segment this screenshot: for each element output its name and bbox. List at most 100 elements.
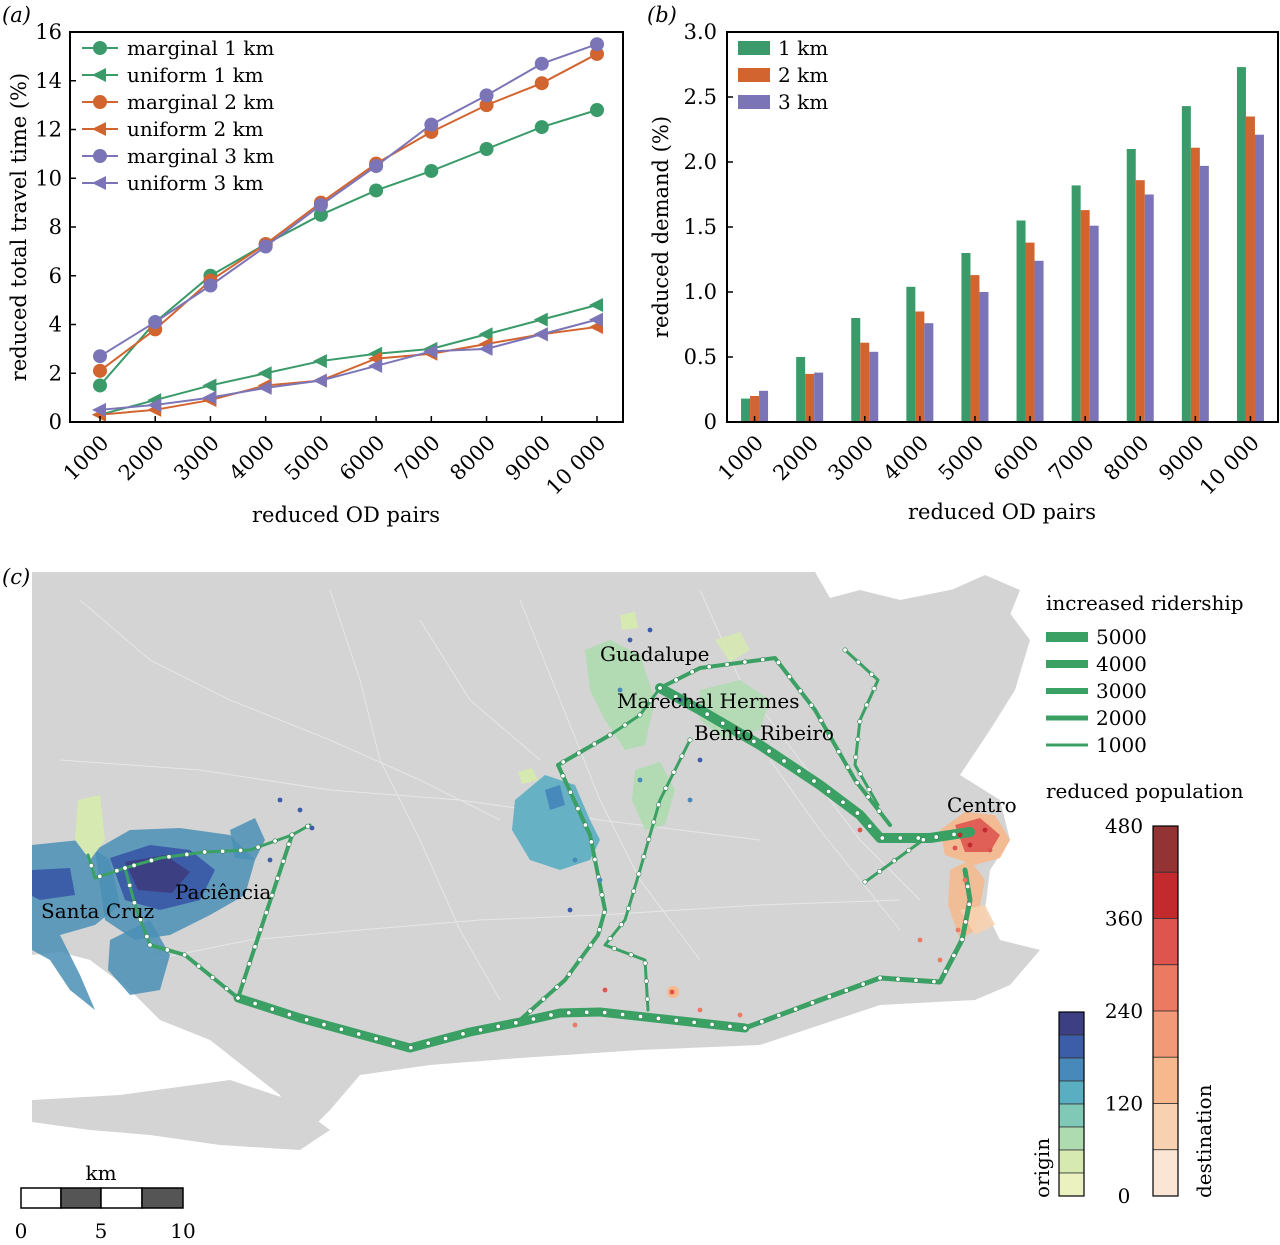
origin-area-central-core xyxy=(545,785,565,810)
panel-a-xlabel: reduced OD pairs xyxy=(252,503,440,527)
b-bar xyxy=(1254,134,1264,422)
station-dot xyxy=(246,961,252,967)
station-dot xyxy=(263,910,269,916)
label-paciencia: Paciência xyxy=(175,880,271,904)
population-dot xyxy=(567,907,573,913)
b-bar xyxy=(915,311,925,422)
station-dot xyxy=(648,698,654,704)
b-bar xyxy=(1245,116,1255,422)
station-dot xyxy=(596,927,602,933)
a-xtick-label: 1000 xyxy=(59,431,114,486)
origin-colorbar-segment xyxy=(1058,1126,1085,1151)
a-series-line xyxy=(99,109,598,387)
population-dot xyxy=(602,987,608,993)
a-data-point xyxy=(257,380,272,395)
station-dot xyxy=(390,1040,396,1046)
station-dot xyxy=(607,936,613,942)
station-dot xyxy=(184,851,190,857)
population-dot xyxy=(297,807,303,813)
ridership-legend-label: 5000 xyxy=(1096,625,1147,649)
b-legend-swatch xyxy=(738,95,770,109)
station-dot xyxy=(607,732,613,738)
b-bar xyxy=(759,390,769,422)
origin-area-guadalupe xyxy=(585,640,655,750)
station-dot xyxy=(687,737,693,743)
station-dot xyxy=(127,882,133,888)
b-bar xyxy=(805,373,815,422)
route-east-trunk xyxy=(742,867,973,1031)
population-dot xyxy=(737,1012,743,1018)
station-dot xyxy=(689,702,695,708)
station-dot xyxy=(269,1006,275,1012)
station-dot xyxy=(759,1019,765,1025)
a-xtick-label: 10 000 xyxy=(542,431,611,500)
a-data-point xyxy=(424,163,439,178)
station-dot xyxy=(811,778,817,784)
station-dot xyxy=(637,1013,643,1019)
station-dot xyxy=(840,799,846,805)
station-dot xyxy=(866,786,872,792)
station-dot xyxy=(727,1023,733,1029)
a-ytick-label: 16 xyxy=(35,20,62,44)
station-dot xyxy=(655,1015,661,1021)
a-ytick-label: 0 xyxy=(49,410,62,434)
station-dot xyxy=(776,1012,782,1018)
station-dot xyxy=(235,995,241,1001)
station-dot xyxy=(88,863,94,869)
station-dot xyxy=(895,976,901,982)
a-data-point xyxy=(258,239,273,254)
a-data-point xyxy=(589,312,603,327)
a-data-point xyxy=(147,397,162,412)
origin-area-santa-cruz-core xyxy=(32,868,75,900)
b-bar xyxy=(1089,225,1099,422)
station-dot xyxy=(373,1036,379,1042)
station-dot xyxy=(122,865,128,871)
origin-area-small xyxy=(518,768,538,784)
station-dot xyxy=(592,857,598,863)
b-bar xyxy=(906,286,916,422)
b-bar xyxy=(961,253,971,422)
station-dot xyxy=(897,835,903,841)
a-data-point xyxy=(478,341,493,356)
a-legend-marker xyxy=(93,149,107,163)
b-bar xyxy=(851,318,861,422)
b-xtick-label: 10 000 xyxy=(1195,431,1264,500)
station-dot xyxy=(576,750,582,756)
origin-area-south-central xyxy=(632,762,675,830)
station-dot xyxy=(877,975,883,981)
a-data-point xyxy=(93,378,107,393)
panel-a-frame xyxy=(69,31,624,423)
b-bar xyxy=(979,292,989,422)
b-bar xyxy=(924,323,934,422)
destination-colorbar-label: destination xyxy=(1192,1084,1216,1198)
population-dot xyxy=(617,687,623,693)
station-dot xyxy=(289,832,295,838)
panel-c-label: (c) xyxy=(2,565,30,589)
stations xyxy=(88,627,993,1051)
station-dot xyxy=(356,1031,362,1037)
a-ytick-label: 14 xyxy=(35,69,62,93)
station-dot xyxy=(582,822,588,828)
station-dot xyxy=(269,892,275,898)
station-dot xyxy=(280,858,286,864)
panel-a-ylabel: reduced total travel time (%) xyxy=(7,73,31,381)
a-data-point xyxy=(202,390,217,405)
station-dot xyxy=(527,1008,533,1014)
a-ytick-label: 10 xyxy=(35,166,62,190)
a-data-point xyxy=(590,103,604,117)
b-legend-label: 2 km xyxy=(778,63,828,87)
station-dot xyxy=(97,873,103,879)
station-dot xyxy=(959,937,965,943)
station-dot xyxy=(775,659,781,665)
station-dot xyxy=(860,981,866,987)
scale-segment-2 xyxy=(60,1187,102,1209)
station-dot xyxy=(865,794,871,800)
destination-colorbar-frame xyxy=(1152,825,1179,1197)
station-dot xyxy=(252,944,258,950)
station-dot xyxy=(871,686,877,692)
scale-tick-0: 0 xyxy=(15,1219,28,1243)
colorbar-tick-label: 480 xyxy=(1105,814,1143,838)
population-dot xyxy=(982,827,988,833)
population-dot xyxy=(647,627,653,633)
